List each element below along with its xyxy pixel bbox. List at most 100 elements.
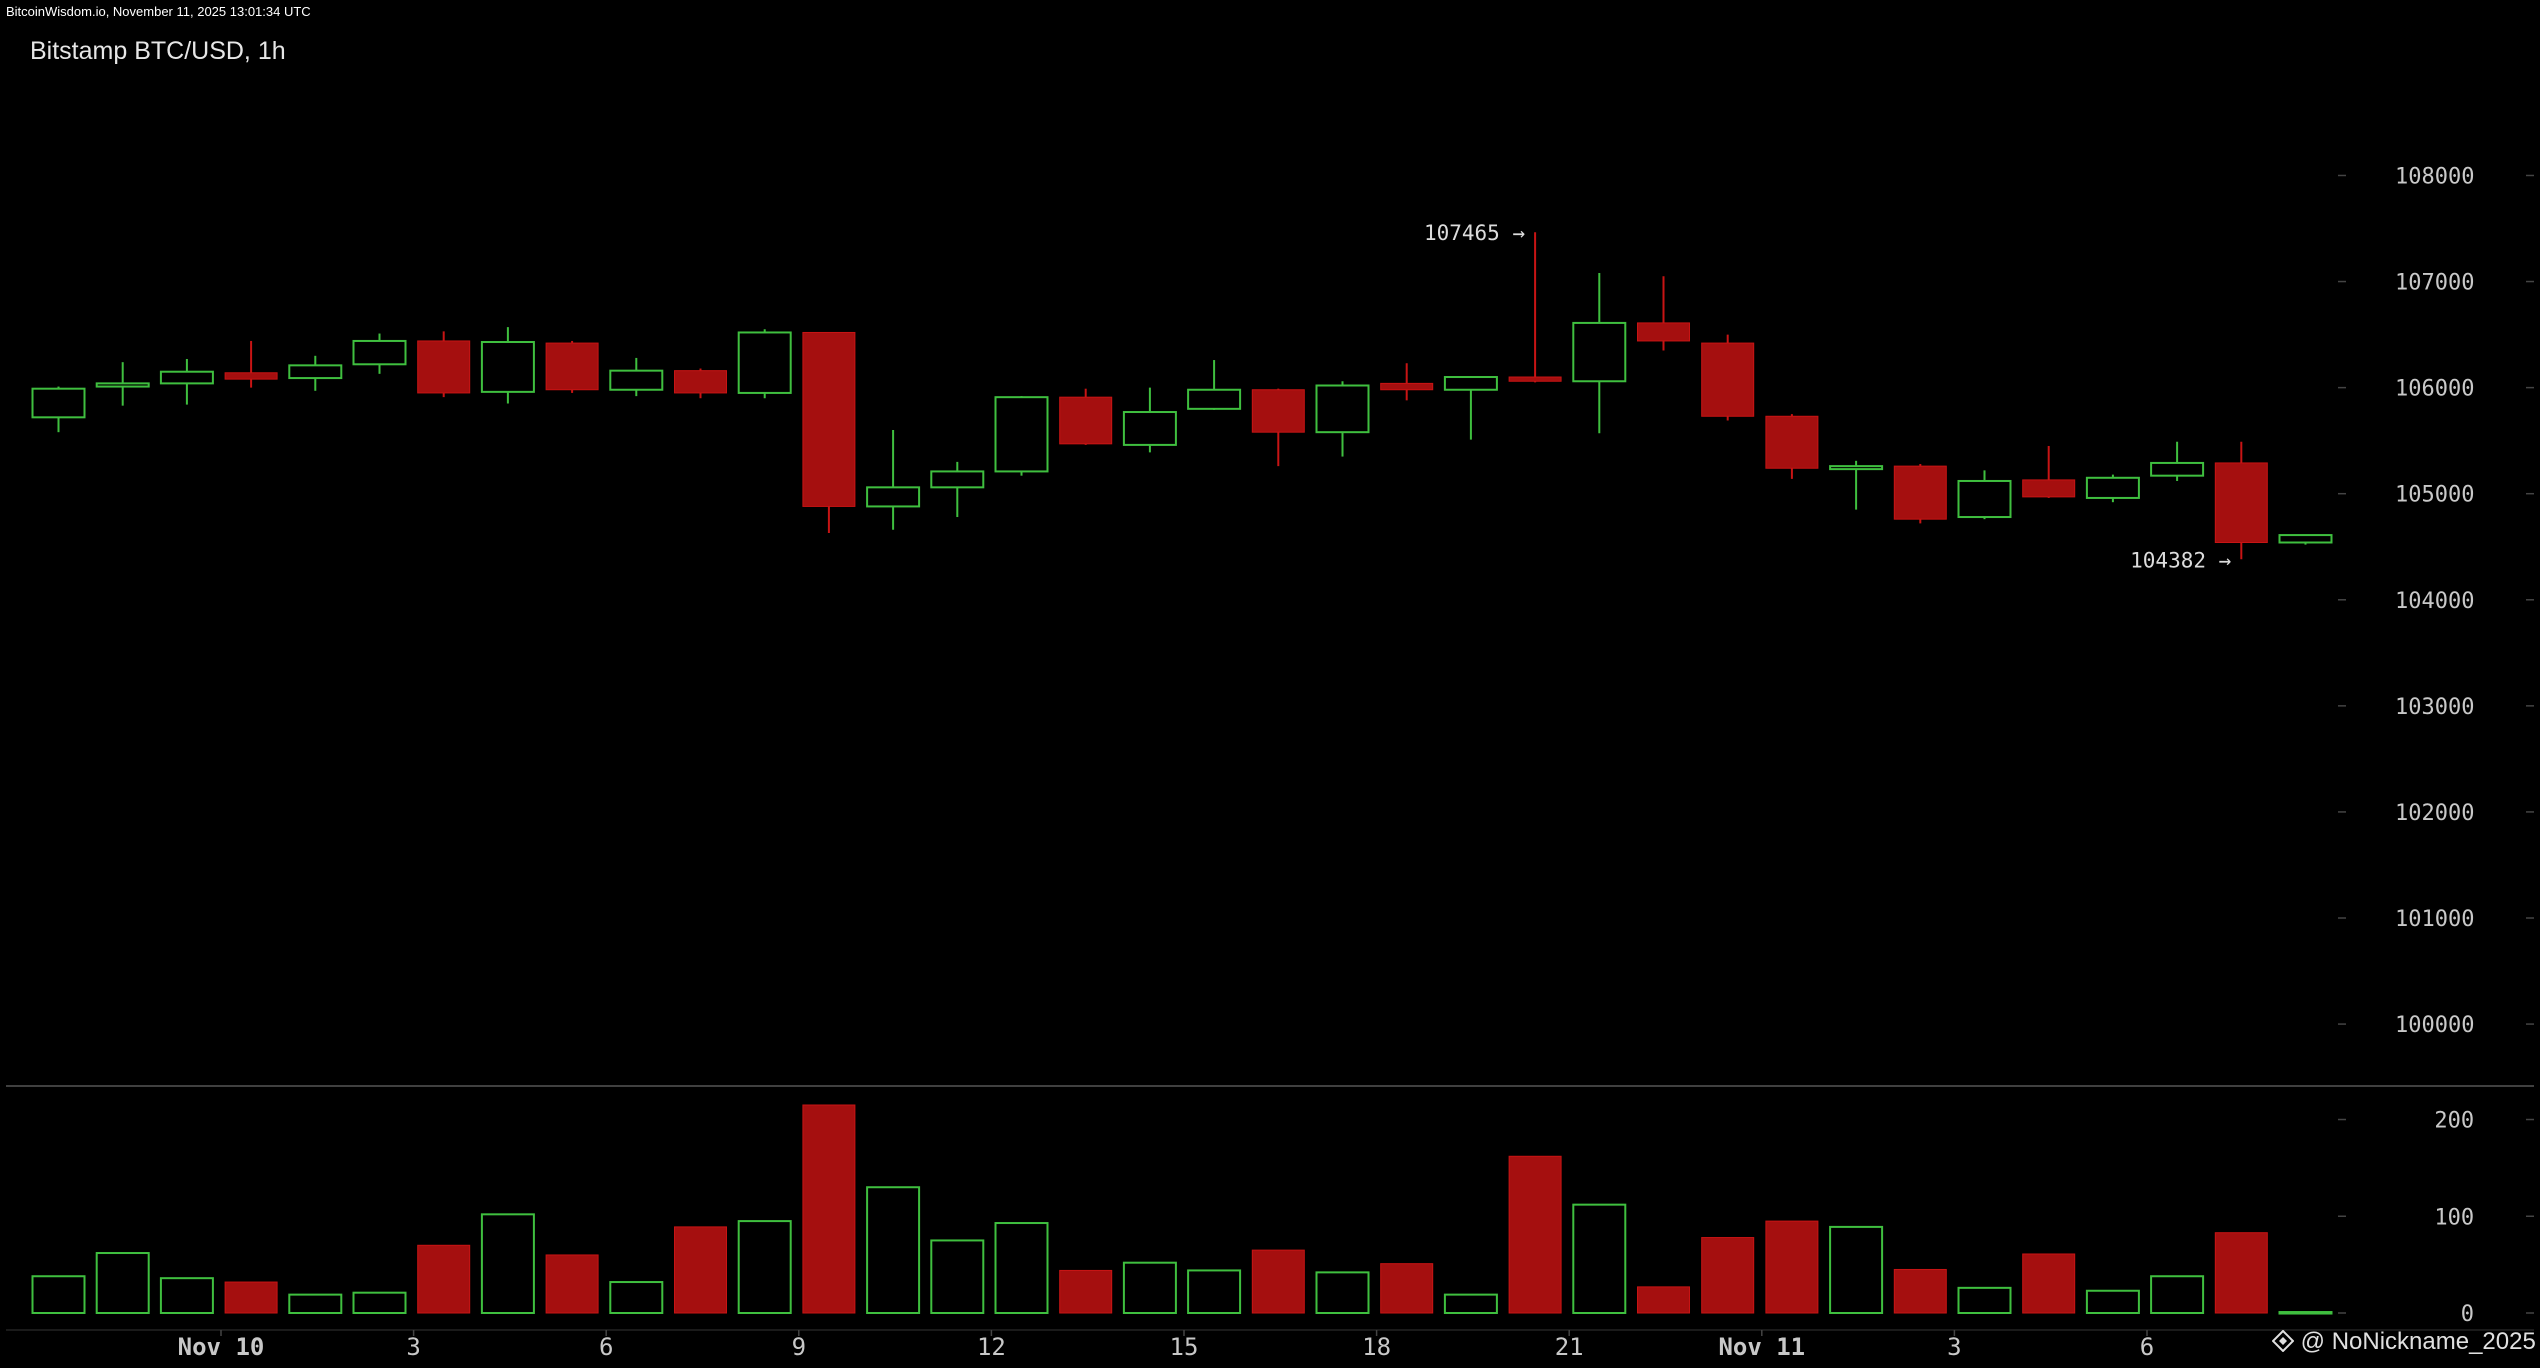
chart-title: Bitstamp BTC/USD, 1h xyxy=(30,37,286,65)
volume-bar-up xyxy=(288,1293,343,1315)
chart-panel xyxy=(6,24,2534,1354)
time-tick-label: 3 xyxy=(406,1333,420,1361)
volume-bar-up xyxy=(2150,1275,2205,1314)
candle-body-down xyxy=(2214,462,2268,543)
source-header: BitcoinWisdom.io, November 11, 2025 13:0… xyxy=(0,0,2540,24)
volume-bar-up xyxy=(1443,1293,1498,1315)
candle-body-up xyxy=(1572,321,1627,383)
candle-body-up xyxy=(1315,384,1370,434)
price-tick-label: 106000 xyxy=(2395,377,2474,402)
price-tick-label: 104000 xyxy=(2395,589,2474,614)
watermark-text: @ NoNickname_2025 xyxy=(2300,1328,2536,1355)
volume-bars xyxy=(31,1104,2333,1315)
candle-body-down xyxy=(1893,465,1947,520)
candle-body-down xyxy=(1059,396,1113,445)
volume-bar-down xyxy=(1508,1155,1562,1314)
source-text: BitcoinWisdom.io, November 11, 2025 13:0… xyxy=(6,4,311,19)
candle-body-up xyxy=(1122,411,1177,446)
candle-body-down xyxy=(674,370,727,394)
price-tick-label: 108000 xyxy=(2395,164,2474,189)
candle-body-up xyxy=(480,341,535,393)
volume-bar-down xyxy=(1059,1269,1113,1314)
volume-bar-up xyxy=(930,1239,985,1315)
candle-body-up xyxy=(2085,476,2140,499)
volume-bar-down xyxy=(417,1244,471,1314)
price-annotations: 107465 → 104382 → xyxy=(1424,221,2231,572)
volume-axis: 200 100 0 xyxy=(2338,1109,2534,1327)
candle-body-down xyxy=(802,331,856,507)
candle-body-up xyxy=(288,364,343,380)
price-tick-label: 101000 xyxy=(2395,907,2474,932)
volume-bar-up xyxy=(352,1291,407,1314)
candle-body-up xyxy=(609,369,664,391)
time-axis: Nov 10 3 6 9 12 15 18 21 Nov 11 3 6 xyxy=(178,1330,2154,1361)
time-tick-label: 6 xyxy=(599,1333,613,1361)
candle-body-up xyxy=(1187,388,1242,410)
candle-body-down xyxy=(224,372,278,380)
price-tick-label: 100000 xyxy=(2395,1013,2474,1038)
candle-body-up xyxy=(737,331,792,394)
time-tick-label: 3 xyxy=(1947,1333,1961,1361)
candle-body-down xyxy=(1701,342,1755,417)
candle-body-down xyxy=(1765,415,1819,469)
price-tick-label: 102000 xyxy=(2395,801,2474,826)
candle-body-up xyxy=(2278,534,2333,544)
time-tick-label: 18 xyxy=(1362,1333,1391,1361)
time-tick-label: Nov 10 xyxy=(178,1333,265,1361)
candle-body-up xyxy=(352,339,407,366)
time-tick-label: 6 xyxy=(2140,1333,2154,1361)
volume-bar-down xyxy=(1893,1268,1947,1314)
price-tick-label: 103000 xyxy=(2395,695,2474,720)
price-annotation: 104382 → xyxy=(2130,548,2231,572)
candle-body-up xyxy=(1957,479,2012,519)
candle-body-up xyxy=(866,486,921,508)
candle-body-up xyxy=(95,382,150,388)
volume-bar-down xyxy=(1380,1263,1434,1314)
candle-body-down xyxy=(1637,322,1690,342)
volume-bar-down xyxy=(1701,1237,1755,1314)
volume-bar-up xyxy=(1187,1269,1242,1315)
volume-bar-down xyxy=(802,1104,856,1314)
volume-bar-down xyxy=(674,1226,727,1314)
price-tick-label: 107000 xyxy=(2395,271,2474,296)
candle-body-down xyxy=(2022,479,2076,498)
candle-body-up xyxy=(159,370,214,385)
volume-bar-down xyxy=(224,1281,278,1314)
candles xyxy=(31,232,2333,560)
time-tick-label: 9 xyxy=(792,1333,806,1361)
candle-body-up xyxy=(31,387,86,419)
price-tick-label: 105000 xyxy=(2395,483,2474,508)
time-tick-label: Nov 11 xyxy=(1718,1333,1805,1361)
volume-bar-up xyxy=(1315,1271,1370,1314)
volume-bar-up xyxy=(1957,1286,2012,1315)
volume-bar-down xyxy=(1765,1220,1819,1314)
volume-bar-down xyxy=(1251,1249,1305,1314)
candle-body-up xyxy=(930,470,985,489)
volume-tick-label: 0 xyxy=(2461,1302,2474,1327)
price-axis: 108000 107000 106000 105000 104000 103000 1020… xyxy=(2338,164,2534,1038)
candle-body-down xyxy=(1380,382,1434,391)
candle-body-up xyxy=(1443,376,1498,391)
candle-body-up xyxy=(2150,461,2205,477)
volume-bar-up xyxy=(480,1213,535,1314)
volume-bar-up xyxy=(31,1275,86,1314)
volume-bar-up xyxy=(1829,1225,1884,1315)
volume-bar-up xyxy=(95,1252,150,1314)
price-annotation: 107465 → xyxy=(1424,221,1525,245)
volume-bar-up xyxy=(737,1220,792,1314)
candle-body-up xyxy=(1829,465,1884,471)
volume-bar-down xyxy=(545,1254,599,1314)
candle-body-down xyxy=(1251,389,1305,433)
candle-body-down xyxy=(417,340,471,394)
time-tick-label: 21 xyxy=(1555,1333,1584,1361)
volume-bar-up xyxy=(1122,1261,1177,1314)
volume-bar-up xyxy=(609,1281,664,1315)
volume-bar-up xyxy=(1572,1203,1627,1314)
volume-bar-up xyxy=(866,1186,921,1314)
volume-bar-down xyxy=(2214,1232,2268,1314)
volume-tick-label: 200 xyxy=(2434,1109,2474,1134)
candle-body-down xyxy=(545,342,599,391)
candle-body-up xyxy=(994,396,1049,473)
volume-bar-up xyxy=(2278,1311,2333,1315)
